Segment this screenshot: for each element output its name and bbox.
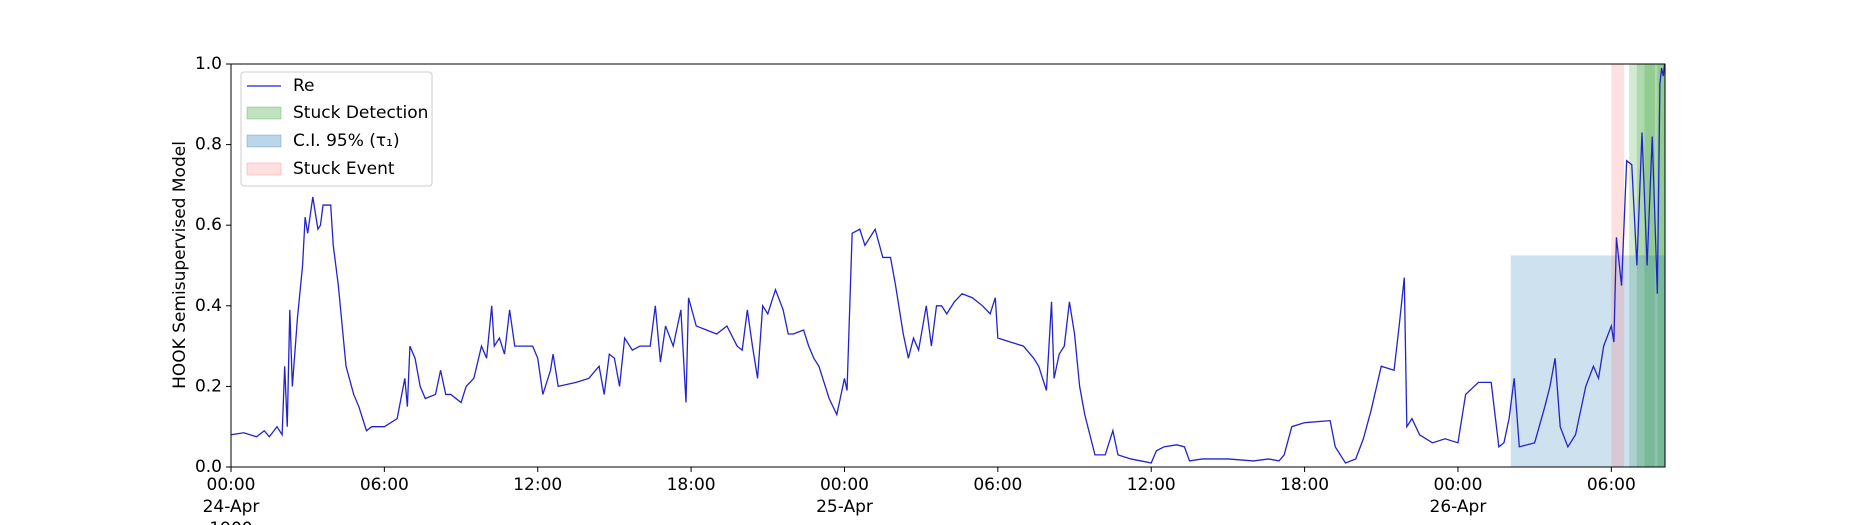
y-tick-label: 0.8 [195, 135, 222, 155]
y-axis-label: HOOK Semisupervised Model [170, 141, 190, 389]
x-tick-label: 00:00 [820, 475, 869, 495]
y-tick-label: 1.0 [195, 54, 222, 74]
legend-label: Stuck Detection [293, 103, 428, 123]
legend-label: Re [293, 76, 315, 96]
legend-label: C.I. 95% (τ₁) [293, 131, 400, 151]
legend: Re Stuck Detection C.I. 95% (τ₁) Stuck Even… [240, 71, 433, 187]
region-span [1510, 255, 1665, 467]
y-tick-label: 0.0 [195, 457, 222, 477]
data-line [230, 63, 1666, 464]
x-tick-label: 06:00 [973, 475, 1022, 495]
y-tick-label: 0.6 [195, 215, 222, 235]
x-tick-label: 12:00 [513, 475, 562, 495]
x-tick-date: 26-Apr [1430, 497, 1487, 517]
y-tick-label: 0.2 [195, 376, 222, 396]
legend-frame [240, 71, 433, 187]
region-span [1644, 64, 1665, 467]
legend-swatch [246, 134, 282, 148]
plot-frame [230, 63, 1666, 468]
x-tick-label: 12:00 [1127, 475, 1176, 495]
x-tick-label: 00:00 [207, 475, 256, 495]
x-tick-label: 00:00 [1433, 475, 1482, 495]
x-tick-date: 24-Apr [203, 497, 260, 517]
x-tick-date: 25-Apr [816, 497, 873, 517]
legend-label: Stuck Event [293, 159, 395, 179]
x-tick-label: 18:00 [667, 475, 716, 495]
x-offset-label: 1900 [209, 519, 252, 525]
x-tick-label: 06:00 [1587, 475, 1636, 495]
region-span [1657, 64, 1665, 467]
x-tick-label: 18:00 [1280, 475, 1329, 495]
y-tick-label: 0.4 [195, 296, 222, 316]
region-span [1611, 64, 1625, 467]
x-tick-label: 06:00 [360, 475, 409, 495]
legend-swatch [246, 162, 282, 176]
legend-swatch [246, 106, 282, 120]
